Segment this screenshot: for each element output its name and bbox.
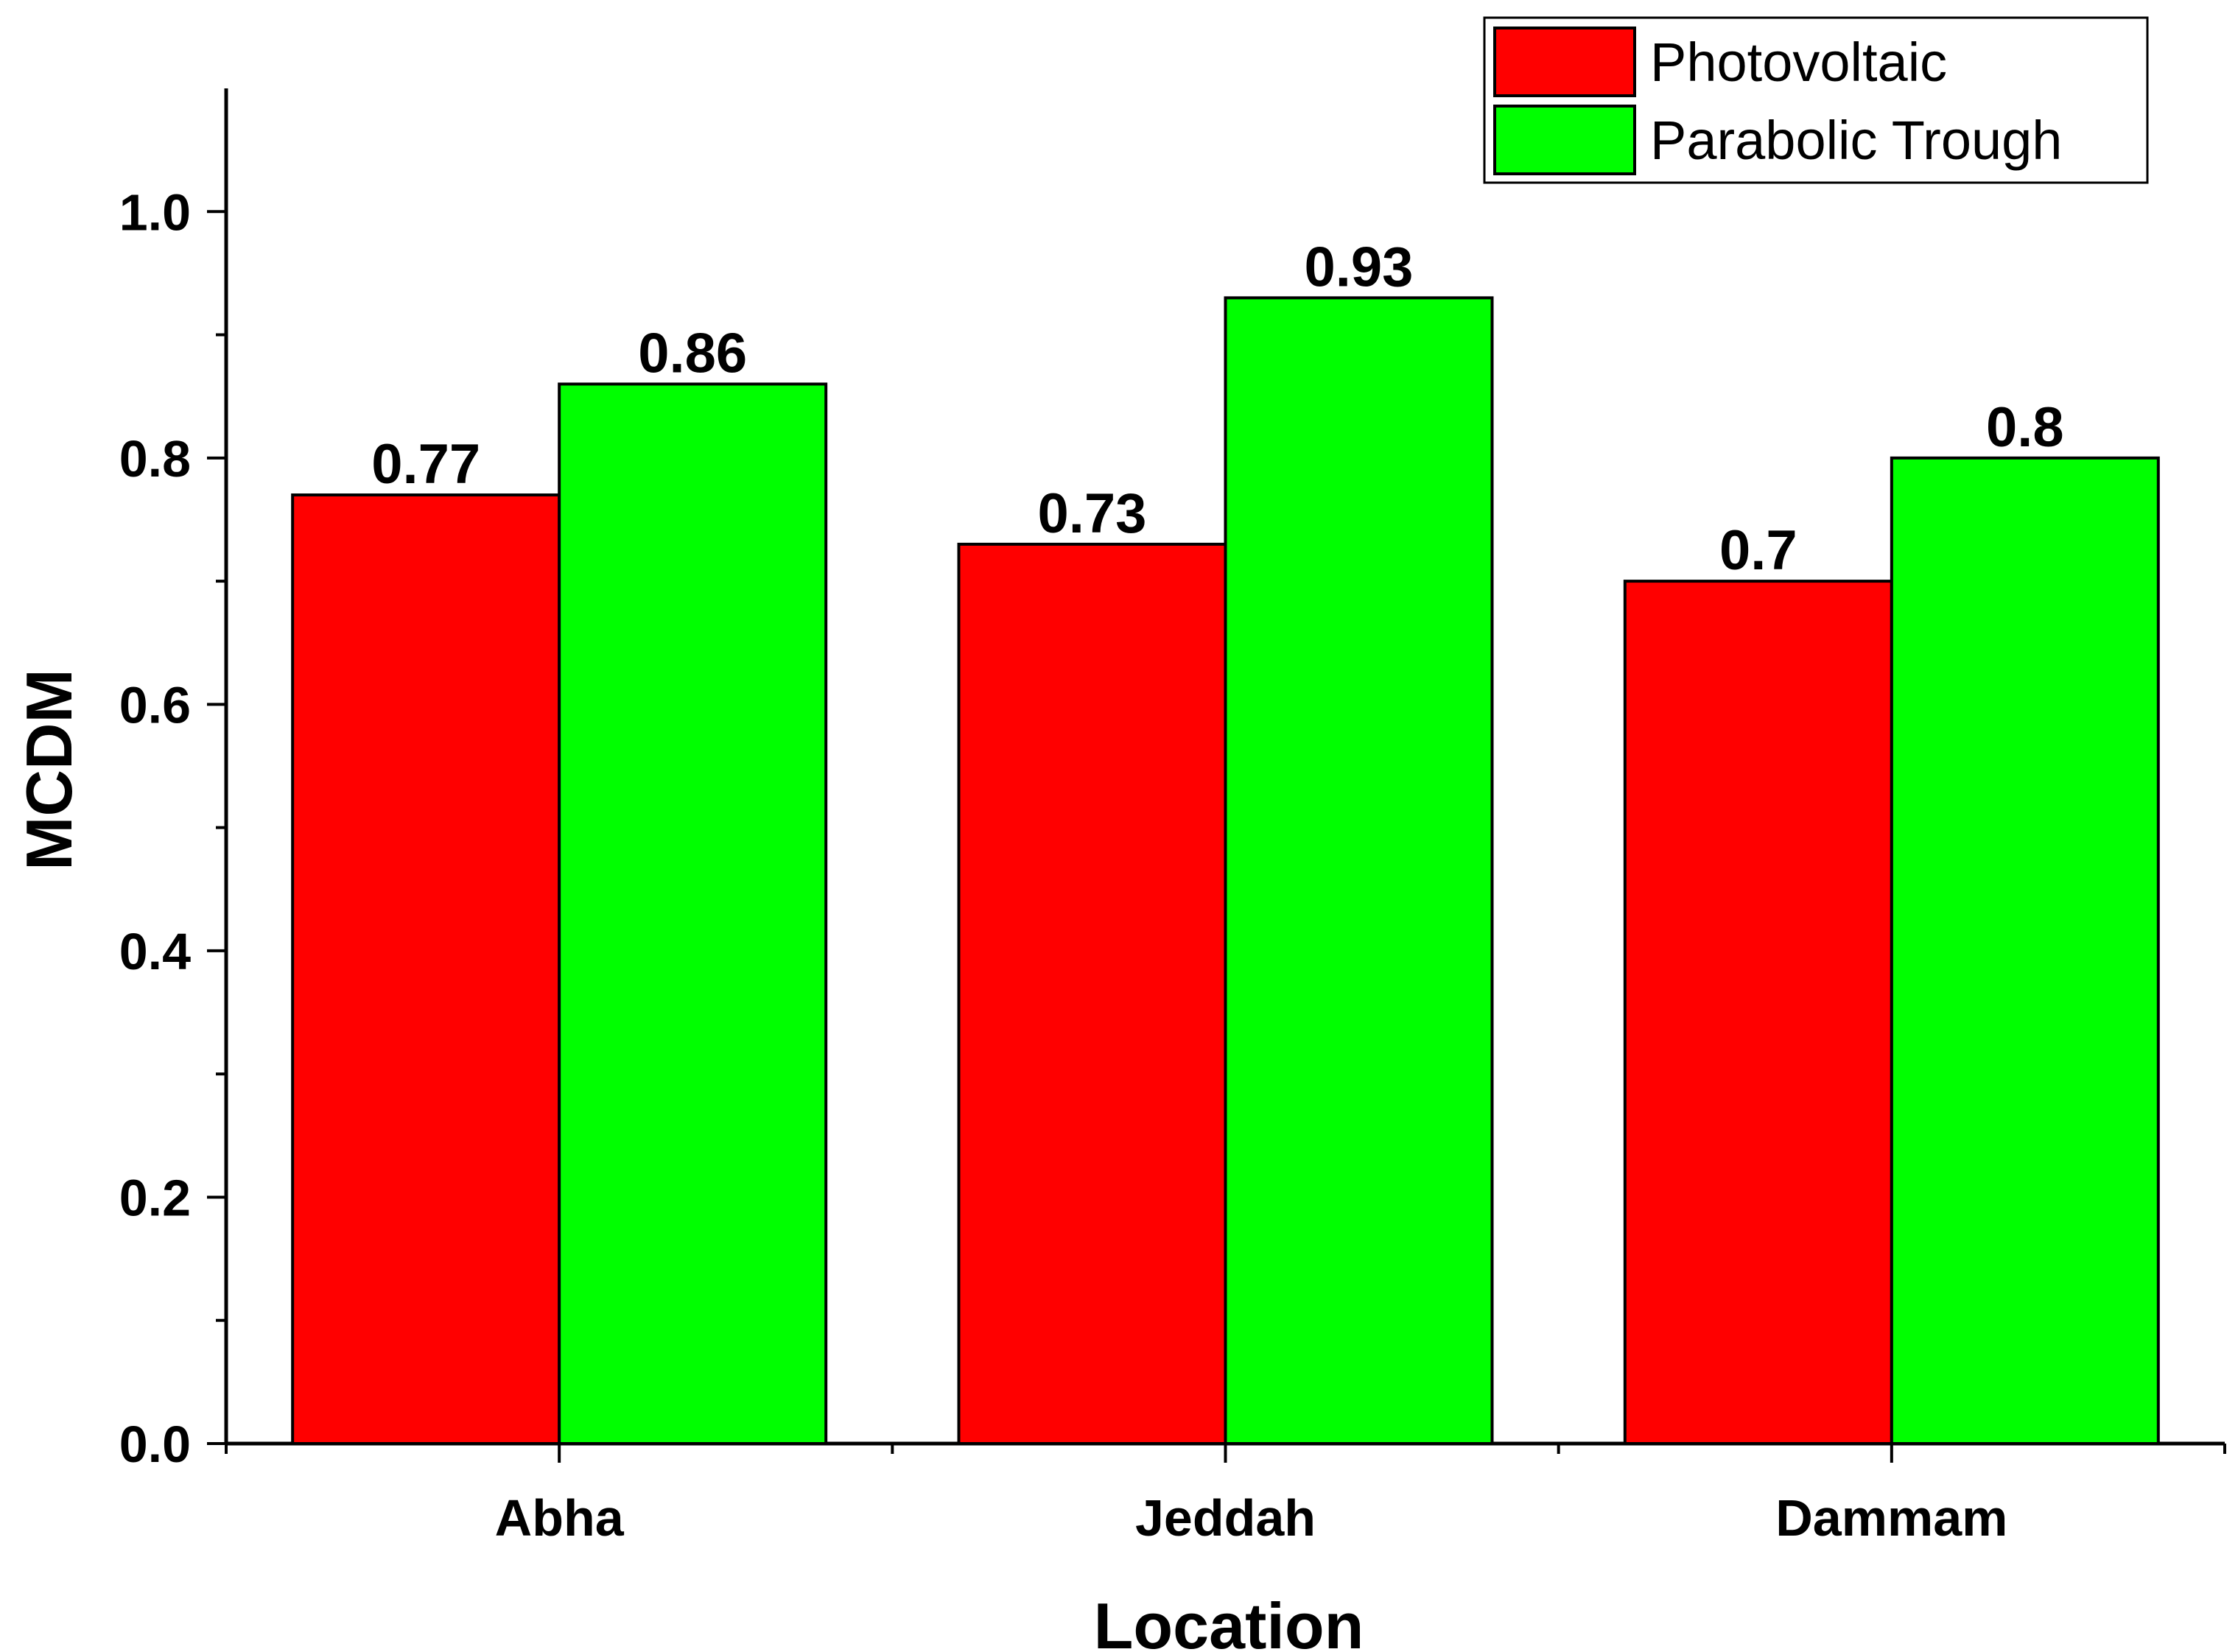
data-label-dammam-photovoltaic: 0.7 bbox=[1719, 519, 1797, 582]
bar-dammam-parabolic-trough bbox=[1890, 456, 2160, 1445]
legend-swatch-photovoltaic bbox=[1493, 27, 1636, 97]
y-tick-label: 0.0 bbox=[119, 1416, 191, 1473]
x-tick-label-dammam: Dammam bbox=[1775, 1489, 2007, 1547]
bar-abha-photovoltaic bbox=[291, 493, 561, 1445]
bar-jeddah-photovoltaic bbox=[957, 542, 1227, 1446]
legend: Photovoltaic Parabolic Trough bbox=[1483, 16, 2149, 184]
data-label-dammam-parabolic-trough: 0.8 bbox=[1986, 396, 2064, 459]
data-label-abha-photovoltaic: 0.77 bbox=[371, 433, 480, 496]
legend-label-photovoltaic: Photovoltaic bbox=[1650, 32, 1947, 93]
x-tick-label-jeddah: Jeddah bbox=[1135, 1489, 1316, 1547]
bars bbox=[291, 296, 2160, 1446]
legend-swatch-parabolic-trough bbox=[1493, 105, 1636, 175]
y-tick-label: 1.0 bbox=[119, 183, 191, 241]
bar-jeddah-parabolic-trough bbox=[1224, 296, 1494, 1445]
y-axis-title: MCDM bbox=[13, 669, 85, 871]
x-tick-label-abha: Abha bbox=[495, 1489, 625, 1547]
bar-dammam-photovoltaic bbox=[1623, 580, 1893, 1445]
y-tick-label: 0.2 bbox=[119, 1169, 191, 1226]
x-axis-title: Location bbox=[1094, 1589, 1364, 1652]
data-labels: 0.77 0.86 0.73 0.93 0.7 0.8 bbox=[371, 236, 2063, 582]
data-label-jeddah-photovoltaic: 0.73 bbox=[1038, 482, 1147, 545]
bar-abha-parabolic-trough bbox=[558, 382, 828, 1445]
legend-label-parabolic-trough: Parabolic Trough bbox=[1650, 110, 2062, 171]
y-tick-label: 0.4 bbox=[119, 923, 191, 980]
y-tick-label: 0.8 bbox=[119, 430, 191, 488]
data-label-jeddah-parabolic-trough: 0.93 bbox=[1305, 236, 1414, 298]
y-tick-label: 0.6 bbox=[119, 676, 191, 734]
data-label-abha-parabolic-trough: 0.86 bbox=[638, 322, 747, 384]
tick-labels: Abha Jeddah Dammam 0.0 0.2 0.4 0.6 0.8 1.0 bbox=[119, 183, 2008, 1547]
